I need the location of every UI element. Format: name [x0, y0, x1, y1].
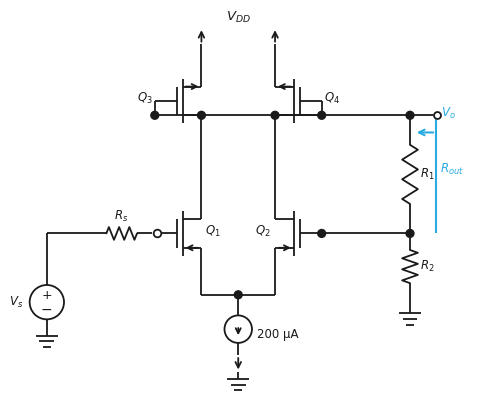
- Circle shape: [318, 230, 326, 237]
- Circle shape: [271, 111, 279, 119]
- Text: $V_s$: $V_s$: [9, 295, 23, 310]
- Circle shape: [318, 111, 326, 119]
- Circle shape: [234, 291, 242, 299]
- Text: +: +: [42, 289, 52, 302]
- Text: $Q_1$: $Q_1$: [205, 224, 221, 239]
- Circle shape: [197, 111, 205, 119]
- Text: $R_1$: $R_1$: [420, 167, 434, 182]
- Circle shape: [406, 230, 414, 237]
- Text: $R_s$: $R_s$: [114, 208, 129, 224]
- Text: $R_2$: $R_2$: [420, 259, 434, 274]
- Text: $V_o$: $V_o$: [441, 106, 455, 121]
- Text: $Q_2$: $Q_2$: [256, 224, 271, 239]
- Text: 200 μA: 200 μA: [257, 328, 299, 341]
- Text: $Q_4$: $Q_4$: [324, 91, 340, 106]
- Text: $Q_3$: $Q_3$: [137, 91, 152, 106]
- Circle shape: [406, 111, 414, 119]
- Circle shape: [151, 111, 159, 119]
- Text: −: −: [41, 302, 53, 317]
- Text: $R_{out}$: $R_{out}$: [440, 162, 464, 177]
- Text: $V_{DD}$: $V_{DD}$: [226, 10, 250, 25]
